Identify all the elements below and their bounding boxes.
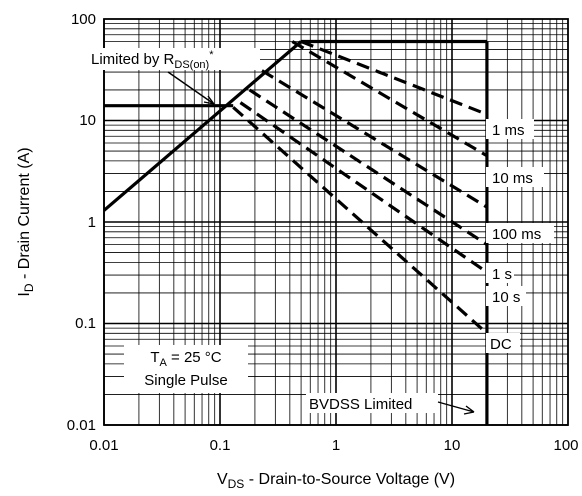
- y-title-main: I: [16, 292, 33, 296]
- ta-rest: = 25 °C: [167, 349, 222, 366]
- rds-limit-label: Limited by RDS(on)*: [91, 49, 214, 71]
- series-line-10ms: [291, 40, 488, 158]
- x-tick-label-0-01: 0.01: [89, 437, 118, 454]
- series-line-dc: [232, 106, 488, 335]
- rds-pointer-arrow: [167, 71, 215, 105]
- series-line-10s: [239, 101, 488, 274]
- annotations: Limited by RDS(on)* 1 ms 10 ms 100 ms 1 …: [88, 48, 554, 415]
- dc-label-background: [486, 333, 520, 353]
- y-tick-label-10: 10: [79, 112, 96, 129]
- ambient-temperature-label: TA = 25 °C: [150, 349, 221, 369]
- series-line-100ms: [261, 69, 488, 209]
- rds-label-background: [88, 48, 260, 70]
- label-10ms-background: [486, 167, 544, 187]
- label-10s-background: [486, 286, 526, 306]
- x-axis-title: VDS - Drain-to-Source Voltage (V): [217, 471, 455, 491]
- x-tick-label-100: 100: [553, 437, 578, 454]
- x-title-rest: - Drain-to-Source Voltage (V): [244, 471, 455, 488]
- plot-frame: [103, 18, 569, 426]
- rds-label-star: *: [209, 49, 214, 61]
- x-tick-label-0-1: 0.1: [210, 437, 231, 454]
- series-label-10s: 10 s: [492, 289, 520, 306]
- series-line-1s: [248, 88, 488, 246]
- series-label-1ms: 1 ms: [492, 122, 525, 139]
- series-label-dc: DC: [490, 336, 512, 353]
- rds-on-limit-line: [102, 40, 303, 212]
- conditions-background: [124, 345, 248, 393]
- rds-label-sub: DS(on): [174, 59, 209, 71]
- label-1ms-background: [486, 119, 534, 139]
- ta-sub: A: [160, 357, 168, 369]
- y-tick-label-1: 1: [88, 214, 96, 231]
- single-pulse-label: Single Pulse: [144, 372, 227, 389]
- x-tick-label-1: 1: [332, 437, 340, 454]
- bvdss-pointer-arrow: [437, 401, 475, 415]
- y-axis-title: ID - Drain Current (A): [16, 147, 36, 296]
- series-line-1ms: [300, 40, 488, 116]
- x-title-sub: DS: [228, 477, 245, 491]
- label-1s-background: [486, 263, 514, 283]
- y-tick-label-0-01: 0.01: [67, 417, 96, 434]
- ta-main: T: [150, 349, 159, 366]
- series-label-10ms: 10 ms: [492, 170, 533, 187]
- bvdss-limit-label: BVDSS Limited: [309, 396, 412, 413]
- y-tick-label-0-1: 0.1: [75, 315, 96, 332]
- series-label-100ms: 100 ms: [492, 226, 541, 243]
- series-lines: [232, 40, 488, 335]
- rds-label-main: Limited by R: [91, 51, 175, 68]
- series-label-1s: 1 s: [492, 266, 512, 283]
- x-tick-label-10: 10: [444, 437, 461, 454]
- y-tick-label-100: 100: [71, 11, 96, 28]
- bvdss-label-background: [306, 393, 438, 413]
- y-title-rest: - Drain Current (A): [16, 147, 33, 283]
- y-title-sub: D: [22, 283, 36, 292]
- x-title-main: V: [217, 471, 228, 488]
- label-100ms-background: [486, 223, 554, 243]
- tick-labels: 100 10 1 0.1 0.01 0.01 0.1 1 10 100: [67, 11, 579, 454]
